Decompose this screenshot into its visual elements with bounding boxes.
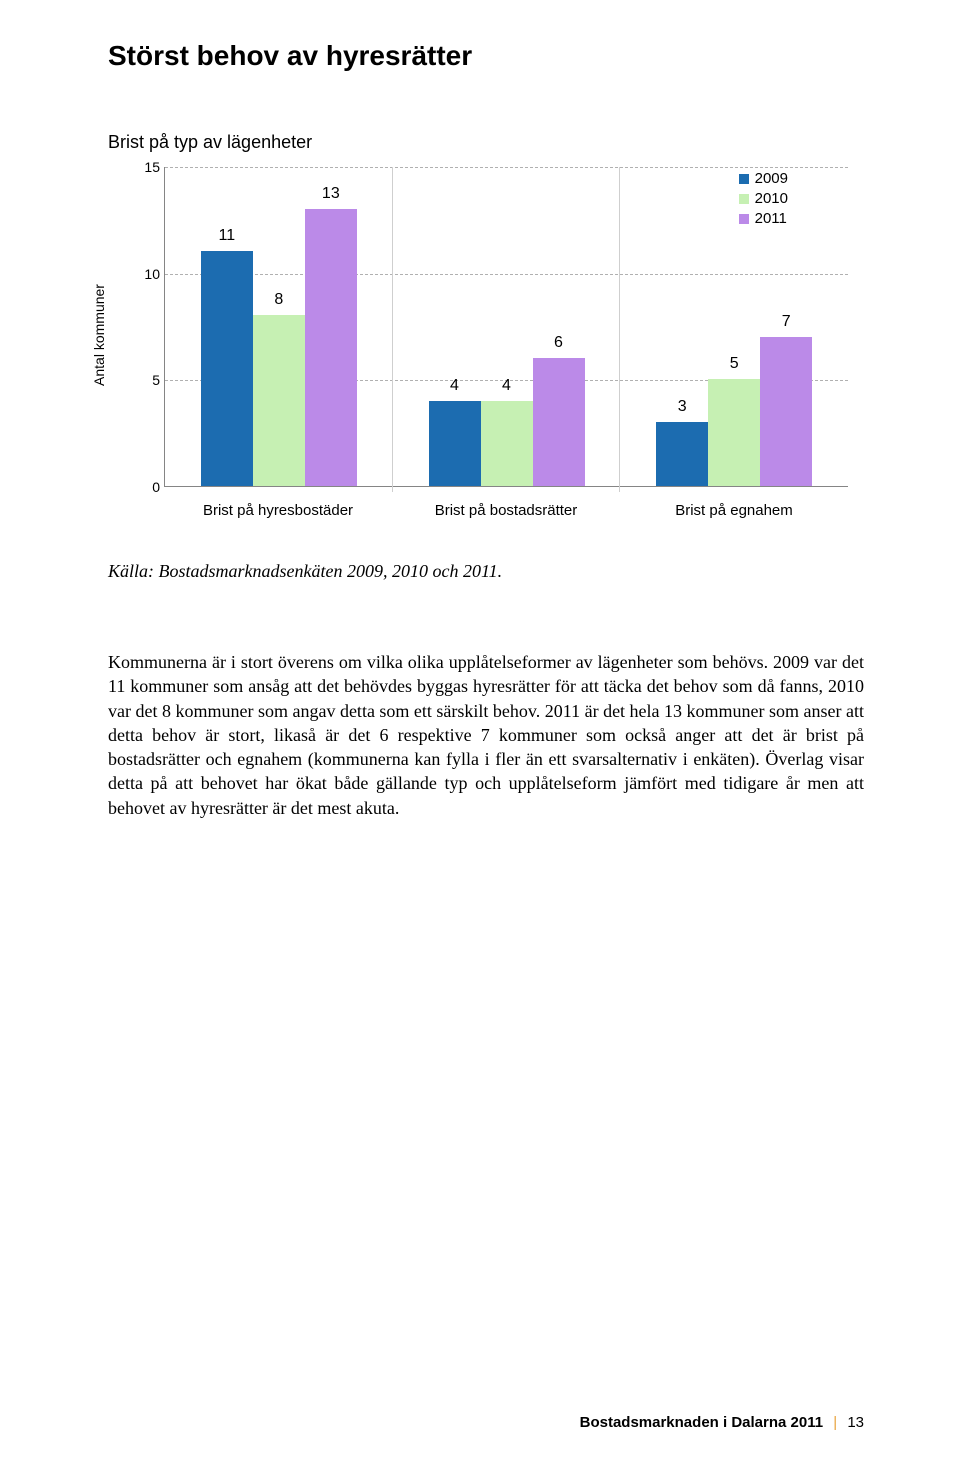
- bar: 13: [305, 209, 357, 486]
- bar: 7: [760, 337, 812, 486]
- legend-swatch: [739, 214, 749, 224]
- bar-value-label: 11: [201, 227, 253, 245]
- bar-value-label: 13: [305, 185, 357, 203]
- y-axis-label: Antal kommuner: [91, 284, 107, 386]
- plot-area: 11813446357 200920102011: [164, 167, 848, 487]
- bar-group: 446: [393, 167, 621, 486]
- bar-value-label: 3: [656, 398, 708, 416]
- bar-group: 357: [620, 167, 848, 486]
- chart-source: Källa: Bostadsmarknadsenkäten 2009, 2010…: [108, 561, 864, 582]
- bar: 4: [481, 401, 533, 486]
- page-title: Störst behov av hyresrätter: [108, 40, 864, 72]
- bar-value-label: 5: [708, 355, 760, 373]
- footer-page-number: 13: [847, 1414, 864, 1431]
- bar-value-label: 8: [253, 291, 305, 309]
- y-tick-label: 10: [138, 266, 160, 282]
- y-tick-label: 0: [138, 479, 160, 495]
- legend-label: 2009: [755, 170, 788, 187]
- legend-swatch: [739, 174, 749, 184]
- body-paragraph: Kommunerna är i stort överens om vilka o…: [108, 650, 864, 820]
- bar: 6: [533, 358, 585, 486]
- chart-legend: 2009 2010 2011: [739, 170, 788, 230]
- x-tick-label: Brist på egnahem: [620, 502, 848, 519]
- legend-label: 2010: [755, 190, 788, 207]
- bar-chart: Antal kommuner 051015 11813446357 200920…: [108, 167, 848, 547]
- page-footer: Bostadsmarknaden i Dalarna 2011 | 13: [108, 1374, 864, 1431]
- bar: 8: [253, 315, 305, 486]
- bar-value-label: 4: [429, 377, 481, 395]
- y-tick-label: 15: [138, 159, 160, 175]
- y-tick-label: 5: [138, 372, 160, 388]
- bar-group: 11813: [165, 167, 393, 486]
- footer-report-name: Bostadsmarknaden i Dalarna 2011: [580, 1414, 823, 1431]
- legend-item: 2010: [739, 190, 788, 207]
- footer-divider: |: [827, 1414, 843, 1431]
- chart-subtitle: Brist på typ av lägenheter: [108, 132, 864, 153]
- bar-value-label: 4: [481, 377, 533, 395]
- legend-label: 2011: [755, 210, 787, 227]
- bar: 3: [656, 422, 708, 486]
- bar: 11: [201, 251, 253, 486]
- x-tick-label: Brist på bostadsrätter: [392, 502, 620, 519]
- bar: 4: [429, 401, 481, 486]
- legend-item: 2009: [739, 170, 788, 187]
- x-tick-label: Brist på hyresbostäder: [164, 502, 392, 519]
- bar: 5: [708, 379, 760, 486]
- legend-item: 2011: [739, 210, 788, 227]
- bar-value-label: 6: [533, 334, 585, 352]
- bar-value-label: 7: [760, 313, 812, 331]
- legend-swatch: [739, 194, 749, 204]
